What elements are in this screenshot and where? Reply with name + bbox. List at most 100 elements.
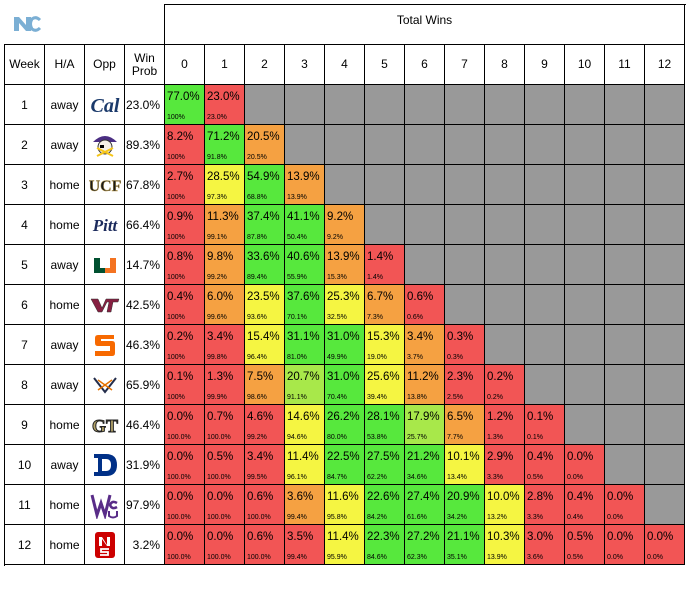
probability-cell: 0.9% 100% bbox=[165, 205, 205, 245]
winprob-cell: 42.5% bbox=[125, 285, 165, 325]
ha-cell: away bbox=[45, 365, 85, 405]
cumulative-probability: 34.2% bbox=[447, 514, 467, 521]
probability-cell: 6.5% 7.7% bbox=[445, 405, 485, 445]
probability-cell: 8.2% 100% bbox=[165, 125, 205, 165]
win-probability: 25.3% bbox=[327, 291, 360, 303]
cal-logo-icon: Cal bbox=[89, 93, 121, 117]
win-probability: 4.6% bbox=[247, 411, 274, 423]
probability-cell: 0.3% 0.3% bbox=[445, 325, 485, 365]
win-probability: 15.4% bbox=[247, 331, 280, 343]
probability-cell: 11.6% 95.8% bbox=[325, 485, 365, 525]
empty-cell bbox=[485, 285, 525, 325]
win-probability: 27.4% bbox=[407, 491, 440, 503]
probability-cell: 11.2% 13.8% bbox=[405, 365, 445, 405]
probability-cell: 28.5% 97.3% bbox=[205, 165, 245, 205]
winprob-value: 67.8% bbox=[125, 177, 160, 192]
week-cell: 6 bbox=[5, 285, 45, 325]
table-top-border-left bbox=[4, 44, 164, 45]
winprob-cell: 46.3% bbox=[125, 325, 165, 365]
wins-header-1: 1 bbox=[205, 45, 245, 85]
winprob-value: 23.0% bbox=[125, 97, 160, 112]
cumulative-probability: 39.4% bbox=[367, 394, 387, 401]
probability-cell: 23.5% 93.6% bbox=[245, 285, 285, 325]
probability-cell: 54.9% 68.8% bbox=[245, 165, 285, 205]
win-probability: 26.2% bbox=[327, 411, 360, 423]
empty-cell bbox=[445, 285, 485, 325]
cumulative-probability: 53.8% bbox=[367, 434, 387, 441]
win-probability: 20.9% bbox=[447, 491, 480, 503]
probability-cell: 23.0% 23.0% bbox=[205, 85, 245, 125]
opp-header-text: Opp bbox=[93, 57, 116, 71]
win-probability: 0.0% bbox=[607, 491, 634, 503]
cumulative-probability: 99.8% bbox=[207, 354, 227, 361]
probability-cell: 20.7% 91.1% bbox=[285, 365, 325, 405]
opp-cell bbox=[85, 485, 125, 525]
georgia-tech-logo-icon: GT bbox=[89, 413, 121, 437]
win-probability: 21.1% bbox=[447, 531, 480, 543]
probability-cell: 0.4% 0.5% bbox=[525, 445, 565, 485]
empty-cell bbox=[405, 85, 445, 125]
empty-cell bbox=[565, 125, 605, 165]
cumulative-probability: 100% bbox=[167, 194, 185, 201]
empty-cell bbox=[445, 165, 485, 205]
cumulative-probability: 3.7% bbox=[407, 354, 423, 361]
empty-cell bbox=[605, 285, 645, 325]
cumulative-probability: 84.2% bbox=[367, 514, 387, 521]
probability-cell: 3.4% 99.8% bbox=[205, 325, 245, 365]
cumulative-probability: 91.1% bbox=[287, 394, 307, 401]
opp-cell: GT bbox=[85, 405, 125, 445]
probability-cell: 10.1% 13.4% bbox=[445, 445, 485, 485]
empty-cell bbox=[285, 125, 325, 165]
cumulative-probability: 50.4% bbox=[287, 234, 307, 241]
win-probability: 1.3% bbox=[207, 371, 234, 383]
wcu-logo-icon bbox=[89, 491, 121, 519]
wins-header-text: 12 bbox=[657, 57, 672, 71]
empty-cell bbox=[405, 245, 445, 285]
probability-cell: 3.0% 3.6% bbox=[525, 525, 565, 565]
probability-cell: 2.9% 3.3% bbox=[485, 445, 525, 485]
empty-cell bbox=[285, 85, 325, 125]
probability-cell: 4.6% 99.2% bbox=[245, 405, 285, 445]
cumulative-probability: 89.4% bbox=[247, 274, 267, 281]
wins-header-text: 4 bbox=[341, 57, 348, 71]
win-probability: 25.6% bbox=[367, 371, 400, 383]
cumulative-probability: 87.8% bbox=[247, 234, 267, 241]
week-value: 1 bbox=[21, 97, 28, 112]
probability-cell: 0.0% 0.0% bbox=[605, 485, 645, 525]
empty-cell bbox=[645, 485, 685, 525]
cumulative-probability: 0.0% bbox=[647, 554, 663, 561]
win-probability: 11.3% bbox=[207, 211, 239, 223]
probability-cell: 3.4% 3.7% bbox=[405, 325, 445, 365]
probability-cell: 31.1% 81.0% bbox=[285, 325, 325, 365]
opp-cell: Cal bbox=[85, 85, 125, 125]
probability-cell: 9.8% 99.2% bbox=[205, 245, 245, 285]
ha-cell: away bbox=[45, 125, 85, 165]
wins-header-3: 3 bbox=[285, 45, 325, 85]
ha-cell: home bbox=[45, 205, 85, 245]
week-value: 7 bbox=[21, 337, 28, 352]
winprob-value: 97.9% bbox=[125, 497, 160, 512]
win-probability: 54.9% bbox=[247, 171, 280, 183]
win-probability: 10.0% bbox=[487, 491, 520, 503]
empty-cell bbox=[485, 325, 525, 365]
probability-cell: 7.5% 98.6% bbox=[245, 365, 285, 405]
win-probability: 0.0% bbox=[567, 451, 594, 463]
ha-header-text: H/A bbox=[54, 57, 75, 71]
wins-header-text: 1 bbox=[221, 57, 228, 71]
probability-cell: 22.5% 84.7% bbox=[325, 445, 365, 485]
unc-logo-icon bbox=[12, 13, 42, 35]
win-probability: 11.2% bbox=[407, 371, 439, 383]
winprob-value: 66.4% bbox=[125, 217, 160, 232]
cumulative-probability: 61.6% bbox=[407, 514, 427, 521]
win-probability: 0.2% bbox=[167, 331, 194, 343]
cumulative-probability: 0.3% bbox=[447, 354, 463, 361]
win-probability: 0.8% bbox=[167, 251, 194, 263]
win-probability: 27.2% bbox=[407, 531, 440, 543]
win-probability: 10.1% bbox=[447, 451, 480, 463]
wins-header-text: 2 bbox=[261, 57, 268, 71]
empty-cell bbox=[325, 125, 365, 165]
winprob-value: 46.3% bbox=[125, 337, 160, 352]
empty-cell bbox=[565, 85, 605, 125]
cumulative-probability: 3.6% bbox=[527, 554, 543, 561]
cumulative-probability: 0.0% bbox=[607, 514, 623, 521]
